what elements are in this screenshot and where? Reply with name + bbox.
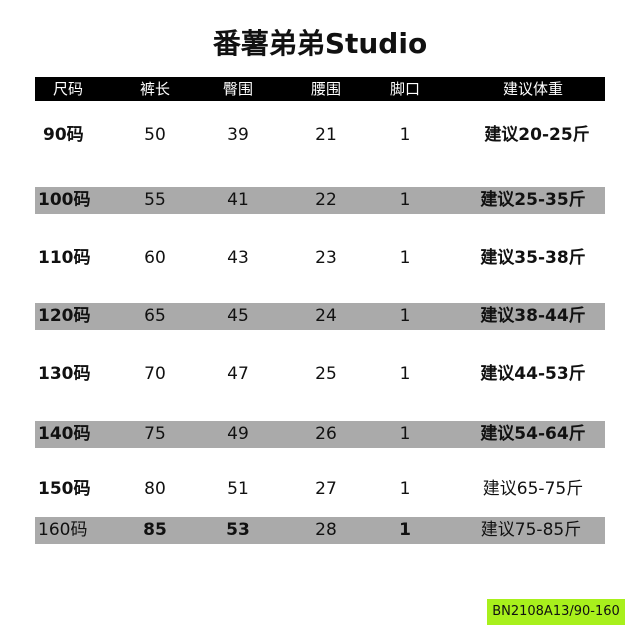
table-row: 140码 75 49 26 1 建议54-64斤	[35, 421, 605, 448]
weight-cell: 建议35-38斤	[480, 248, 586, 268]
hem-cell: 1	[399, 364, 411, 384]
table-row: 160码 85 53 28 1 建议75-85斤	[35, 517, 605, 544]
length-cell: 80	[144, 479, 166, 499]
size-cell: 140码	[38, 424, 91, 444]
waist-cell: 22	[315, 190, 337, 210]
weight-cell: 建议54-64斤	[480, 424, 586, 444]
hip-cell: 43	[227, 248, 249, 268]
hip-cell: 53	[226, 520, 250, 540]
waist-cell: 27	[315, 479, 337, 499]
hip-cell: 51	[227, 479, 249, 499]
header-weight: 建议体重	[502, 80, 564, 98]
hem-cell: 1	[399, 125, 411, 145]
table-row: 120码 65 45 24 1 建议38-44斤	[35, 303, 605, 330]
page-title: 番薯弟弟Studio	[212, 27, 428, 60]
header-size: 尺码	[52, 80, 84, 98]
waist-cell: 21	[315, 125, 337, 145]
weight-cell: 建议75-85斤	[480, 520, 582, 540]
hip-cell: 47	[227, 364, 249, 384]
waist-cell: 23	[315, 248, 337, 268]
size-cell: 90码	[43, 125, 84, 145]
weight-cell: 建议65-75斤	[482, 479, 584, 499]
length-cell: 85	[143, 520, 167, 540]
table-row: 100码 55 41 22 1 建议25-35斤	[35, 187, 605, 214]
product-code-tag: BN2108A13/90-160	[487, 599, 625, 625]
waist-cell: 26	[315, 424, 337, 444]
waist-cell: 24	[315, 306, 337, 326]
header-length: 裤长	[139, 80, 171, 98]
table-row: 130码 70 47 25 1 建议44-53斤	[35, 361, 605, 388]
hem-cell: 1	[399, 306, 411, 326]
table-row: 110码 60 43 23 1 建议35-38斤	[35, 245, 605, 272]
hip-cell: 45	[227, 306, 249, 326]
hem-cell: 1	[399, 479, 411, 499]
size-cell: 110码	[38, 248, 91, 268]
length-cell: 55	[144, 190, 166, 210]
hem-cell: 1	[399, 190, 411, 210]
hem-cell: 1	[399, 520, 411, 540]
size-cell: 130码	[38, 364, 91, 384]
length-cell: 50	[144, 125, 166, 145]
size-cell: 160码	[38, 520, 88, 540]
table-row: 90码 50 39 21 1 建议20-25斤	[35, 122, 605, 149]
hem-cell: 1	[399, 424, 411, 444]
hip-cell: 39	[227, 125, 249, 145]
size-cell: 150码	[38, 479, 91, 499]
length-cell: 65	[144, 306, 166, 326]
waist-cell: 25	[315, 364, 337, 384]
table-row: 150码 80 51 27 1 建议65-75斤	[35, 476, 605, 503]
table-header: 尺码 裤长 臀围 腰围 脚口 建议体重	[35, 77, 605, 101]
weight-cell: 建议20-25斤	[484, 125, 590, 145]
hem-cell: 1	[399, 248, 411, 268]
header-hem: 脚口	[389, 80, 421, 98]
size-cell: 100码	[38, 190, 91, 210]
waist-cell: 28	[315, 520, 337, 540]
length-cell: 60	[144, 248, 166, 268]
size-cell: 120码	[38, 306, 91, 326]
length-cell: 70	[144, 364, 166, 384]
header-hip: 臀围	[222, 80, 254, 98]
weight-cell: 建议44-53斤	[480, 364, 586, 384]
weight-cell: 建议25-35斤	[480, 190, 586, 210]
hip-cell: 41	[227, 190, 249, 210]
weight-cell: 建议38-44斤	[480, 306, 586, 326]
hip-cell: 49	[227, 424, 249, 444]
length-cell: 75	[144, 424, 166, 444]
header-waist: 腰围	[310, 80, 342, 98]
